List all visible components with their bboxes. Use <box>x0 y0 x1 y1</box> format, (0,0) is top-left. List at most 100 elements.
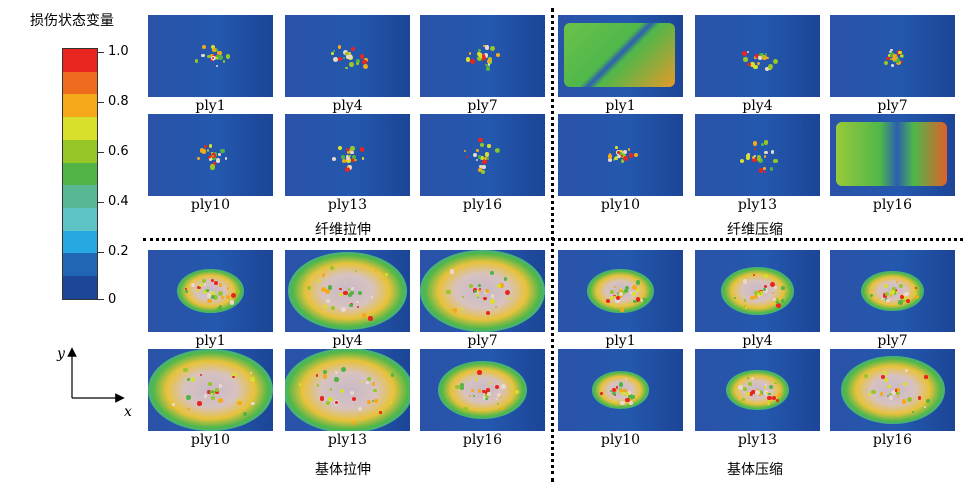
damage-speckle <box>374 269 377 273</box>
damage-speckle <box>763 170 767 173</box>
damage-speckle <box>319 396 325 401</box>
damage-speckle <box>356 305 360 309</box>
damage-speckle <box>212 155 215 158</box>
damage-speckle <box>345 147 350 152</box>
damage-speckle <box>356 62 359 65</box>
damage-speckle <box>210 58 213 62</box>
damage-speckle <box>453 308 458 313</box>
damage-speckle <box>495 149 499 153</box>
colorbar-tick <box>98 299 104 300</box>
damage-speckle <box>770 150 775 154</box>
ply-label: ply7 <box>467 98 498 114</box>
damage-speckle <box>907 397 912 403</box>
damage-speckle <box>342 57 345 60</box>
colorbar-label: 0.4 <box>108 194 129 209</box>
damage-speckle <box>485 66 491 71</box>
damage-speckle <box>763 386 767 389</box>
damage-speckle <box>484 152 490 157</box>
damage-speckle <box>499 283 504 288</box>
damage-speckle <box>322 369 328 375</box>
damage-speckle <box>186 395 191 400</box>
damage-speckle <box>204 145 207 148</box>
damage-speckle <box>477 389 482 394</box>
damage-speckle <box>478 287 481 291</box>
damage-speckle <box>488 63 491 66</box>
damage-speckle <box>489 46 495 52</box>
damage-speckle <box>773 158 778 164</box>
damage-speckle <box>385 273 389 277</box>
ply-label: ply13 <box>737 197 778 213</box>
damage-speckle <box>477 167 483 173</box>
damage-speckle <box>619 400 625 406</box>
damage-speckle <box>743 304 747 308</box>
damage-speckle <box>348 154 351 158</box>
damage-speckle <box>627 391 632 395</box>
damage-speckle <box>900 294 905 299</box>
damage-speckle <box>763 273 768 279</box>
damage-speckle <box>468 283 473 288</box>
damage-contour-panel <box>420 15 545 97</box>
damage-contour-panel <box>695 250 820 332</box>
damage-speckle <box>495 397 498 400</box>
damage-speckle <box>757 154 762 159</box>
damage-speckle <box>356 300 360 304</box>
damage-speckle <box>749 391 754 396</box>
damage-speckle <box>225 294 231 299</box>
damage-speckle <box>622 392 626 395</box>
damage-speckle <box>745 392 750 397</box>
damage-speckle <box>621 160 624 163</box>
colorbar <box>62 48 98 300</box>
damage-speckle <box>610 296 614 300</box>
damage-speckle <box>338 56 343 61</box>
damage-speckle <box>373 388 377 393</box>
damage-speckle <box>635 280 640 285</box>
damage-speckle <box>210 291 216 296</box>
damage-speckle <box>772 297 777 302</box>
damage-speckle <box>212 156 217 161</box>
damage-speckle <box>496 392 502 398</box>
damage-speckle <box>763 284 767 289</box>
damage-speckle <box>617 155 621 159</box>
damage-speckle <box>183 367 188 373</box>
damage-speckle <box>900 54 903 58</box>
damage-speckle <box>210 165 215 170</box>
damage-speckle <box>739 158 744 164</box>
damage-contour-panel <box>695 349 820 431</box>
damage-speckle <box>781 286 785 291</box>
coordinate-axes <box>67 347 125 403</box>
damage-speckle <box>461 295 465 299</box>
damage-speckle <box>487 144 491 148</box>
damage-speckle <box>761 143 764 146</box>
damage-speckle <box>346 291 349 294</box>
damage-speckle <box>896 395 900 399</box>
colorbar-tick <box>98 102 104 103</box>
damage-contour-panel <box>558 15 683 97</box>
damage-speckle <box>753 148 756 151</box>
damage-speckle <box>487 392 491 396</box>
damage-speckle <box>503 277 508 282</box>
damage-speckle <box>482 58 485 62</box>
damage-speckle <box>185 287 188 290</box>
damage-speckle <box>172 402 176 406</box>
damage-speckle <box>340 389 345 394</box>
damage-speckle <box>743 299 747 303</box>
damage-speckle <box>743 57 748 62</box>
damage-speckle <box>741 50 747 56</box>
damage-speckle <box>767 399 771 403</box>
damage-contour-panel <box>830 15 955 97</box>
damage-halo <box>176 268 245 314</box>
damage-speckle <box>251 401 256 406</box>
damage-speckle <box>199 374 202 377</box>
damage-speckle <box>479 52 482 55</box>
damage-speckle <box>621 392 624 395</box>
ply-label: ply1 <box>605 333 636 349</box>
damage-speckle <box>483 44 486 48</box>
colorbar-tick <box>98 52 104 53</box>
damage-speckle <box>628 152 634 158</box>
damage-speckle <box>495 385 500 390</box>
damage-speckle <box>339 292 343 297</box>
damage-speckle <box>617 150 621 155</box>
damage-speckle <box>905 369 908 372</box>
damage-speckle <box>890 290 895 295</box>
damage-speckle <box>488 60 493 65</box>
